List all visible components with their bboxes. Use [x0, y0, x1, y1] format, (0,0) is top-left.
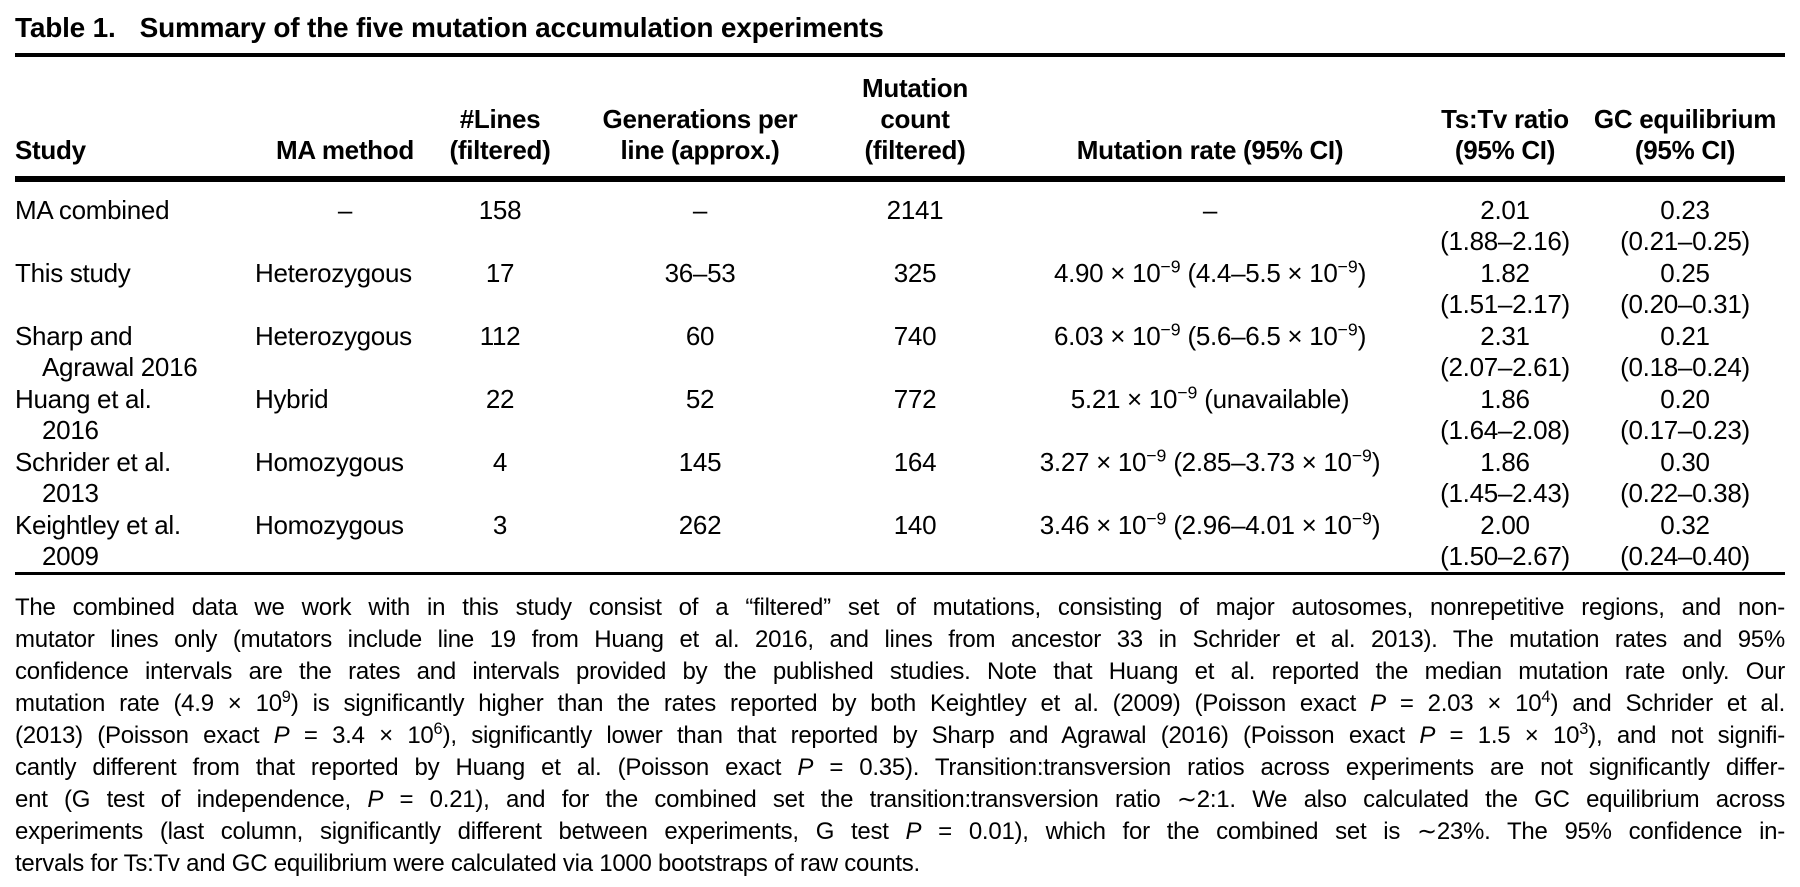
cell-tstv-ratio: 1.82 (1.51–2.17)	[1440, 258, 1570, 319]
footnote-line: experiments (last column, significantly …	[15, 818, 1785, 845]
footnote-line: cantly different from that reported by H…	[15, 754, 1785, 781]
cell-study: Keightley et al. 2009	[15, 510, 181, 571]
cell-tstv-ratio: 1.86 (1.64–2.08)	[1440, 384, 1570, 445]
cell-lines: 3	[492, 510, 508, 540]
cell-generations: –	[692, 195, 708, 225]
cell-tstv-ratio: 2.01 (1.88–2.16)	[1440, 195, 1570, 256]
cell-mutation-rate: –	[1202, 195, 1218, 225]
footnote-line: The combined data we work with in this s…	[15, 594, 1785, 621]
table-header-row: Study MA method #Lines (filtered) Generat…	[15, 55, 1785, 182]
cell-mutation-rate: 6.03 × 10−9 (5.6–6.5 × 10−9)	[1053, 319, 1367, 351]
cell-mutation-count: 325	[893, 258, 937, 288]
cell-lines: 112	[479, 321, 521, 351]
footnote-line: mutation rate (4.9 × 109) is significant…	[15, 688, 1785, 717]
cell-mutation-rate: 4.90 × 10−9 (4.4–5.5 × 10−9)	[1053, 256, 1367, 288]
table-row: Huang et al. 2016 Hybrid 22 52 772 5.21 ×…	[15, 383, 1785, 446]
cell-ma-method: Homozygous	[255, 510, 404, 540]
table-row: MA combined – 158 – 2141 – 2.01 (1.88–2.1…	[15, 179, 1785, 257]
cell-mutation-count: 740	[893, 321, 937, 351]
cell-study: MA combined	[15, 195, 170, 225]
page-title: Table 1. Summary of the five mutation acc…	[15, 10, 1785, 46]
cell-ma-method: –	[337, 195, 353, 225]
cell-study: This study	[15, 258, 131, 288]
col-mutation-rate: Mutation rate (95% CI)	[995, 55, 1425, 182]
cell-mutation-count: 140	[893, 510, 937, 540]
cell-mutation-count: 164	[893, 447, 937, 477]
col-lines: #Lines (filtered)	[435, 55, 565, 182]
cell-generations: 52	[685, 384, 715, 414]
table-row: This study Heterozygous 17 36–53 325 4.9…	[15, 257, 1785, 320]
cell-mutation-rate: 5.21 × 10−9 (unavailable)	[1070, 382, 1350, 414]
table-row: Sharp and Agrawal 2016 Heterozygous 112 6…	[15, 320, 1785, 383]
col-study: Study	[15, 55, 255, 182]
table-title-text: Summary of the five mutation accumulatio…	[139, 12, 884, 43]
cell-mutation-rate: 3.27 × 10−9 (2.85–3.73 × 10−9)	[1039, 445, 1381, 477]
cell-lines: 22	[485, 384, 515, 414]
cell-ma-method: Homozygous	[255, 447, 404, 477]
footnote-line: confidence intervals are the rates and i…	[15, 658, 1785, 685]
cell-lines: 17	[485, 258, 515, 288]
summary-table: Study MA method #Lines (filtered) Generat…	[15, 53, 1785, 575]
cell-mutation-count: 772	[893, 384, 937, 414]
table-number-label: Table 1.	[15, 12, 116, 43]
cell-tstv-ratio: 2.00 (1.50–2.67)	[1440, 510, 1570, 571]
footnote-line: ent (G test of independence, P = 0.21), …	[15, 786, 1785, 813]
cell-tstv-ratio: 2.31 (2.07–2.61)	[1440, 321, 1570, 382]
cell-generations: 36–53	[664, 258, 736, 288]
cell-ma-method: Heterozygous	[255, 258, 412, 288]
col-mutation-count: Mutation count (filtered)	[835, 55, 995, 182]
cell-lines: 158	[478, 195, 522, 225]
cell-ma-method: Heterozygous	[255, 321, 412, 351]
cell-study: Sharp and Agrawal 2016	[15, 321, 198, 382]
col-generations: Generations per line (approx.)	[565, 55, 835, 182]
cell-gc-equilibrium: 0.23 (0.21–0.25)	[1620, 195, 1750, 256]
cell-gc-equilibrium: 0.20 (0.17–0.23)	[1620, 384, 1750, 445]
table-row: Keightley et al. 2009 Homozygous 3 262 14…	[15, 509, 1785, 574]
table-row: Schrider et al. 2013 Homozygous 4 145 164…	[15, 446, 1785, 509]
cell-generations: 145	[678, 447, 722, 477]
col-tstv-ratio: Ts:Tv ratio (95% CI)	[1425, 55, 1585, 182]
cell-tstv-ratio: 1.86 (1.45–2.43)	[1440, 447, 1570, 508]
cell-generations: 60	[685, 321, 715, 351]
table-footnote: The combined data we work with in this s…	[15, 592, 1785, 880]
footnote-line: (2013) (Poisson exact P = 3.4 × 106), si…	[15, 720, 1785, 749]
cell-study: Schrider et al. 2013	[15, 447, 171, 508]
cell-gc-equilibrium: 0.30 (0.22–0.38)	[1620, 447, 1750, 508]
cell-generations: 262	[678, 510, 722, 540]
cell-gc-equilibrium: 0.32 (0.24–0.40)	[1620, 510, 1750, 571]
cell-mutation-rate: 3.46 × 10−9 (2.96–4.01 × 10−9)	[1039, 508, 1381, 540]
cell-study: Huang et al. 2016	[15, 384, 152, 445]
col-ma-method: MA method	[255, 55, 435, 182]
cell-lines: 4	[492, 447, 508, 477]
cell-ma-method: Hybrid	[255, 384, 329, 414]
footnote-line: mutator lines only (mutators include lin…	[15, 626, 1785, 653]
footnote-line: tervals for Ts:Tv and GC equilibrium wer…	[15, 850, 920, 877]
cell-mutation-count: 2141	[886, 195, 944, 225]
cell-gc-equilibrium: 0.25 (0.20–0.31)	[1620, 258, 1750, 319]
cell-gc-equilibrium: 0.21 (0.18–0.24)	[1620, 321, 1750, 382]
col-gc-equilibrium: GC equilibrium (95% CI)	[1585, 55, 1785, 182]
